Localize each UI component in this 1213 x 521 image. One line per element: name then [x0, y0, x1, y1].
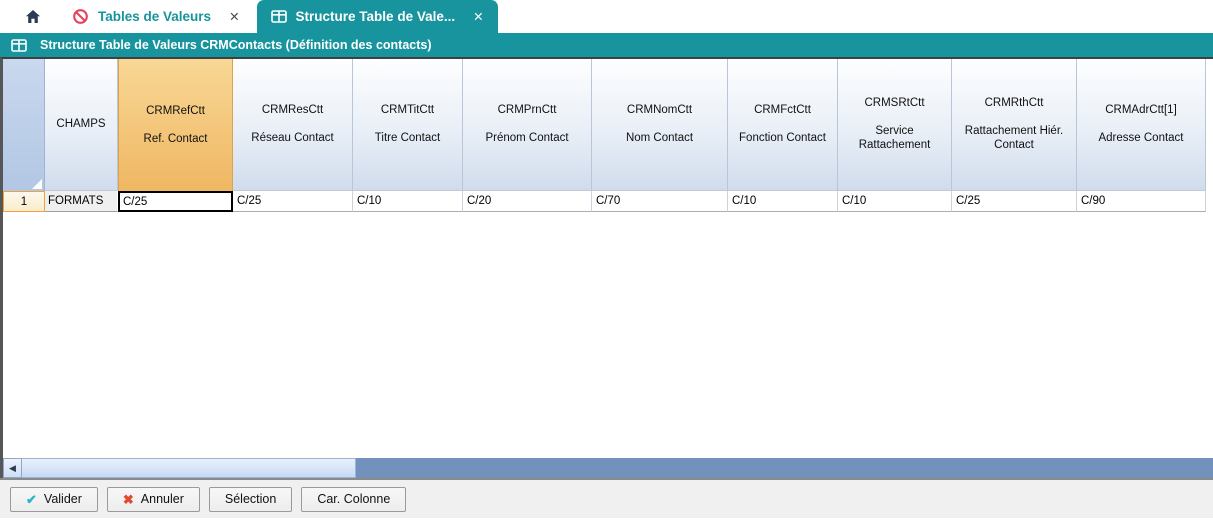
column-desc: Prénom Contact — [485, 132, 569, 144]
column-header-crmadrctt1[interactable]: CRMAdrCtt[1] Adresse Contact — [1077, 59, 1206, 191]
annuler-button[interactable]: ✖ Annuler — [106, 486, 200, 512]
format-cell-crmprnctt[interactable]: C/20 — [463, 191, 592, 212]
column-header-crmresctt[interactable]: CRMResCtt Réseau Contact — [233, 59, 353, 191]
tab-tables-de-valeurs[interactable]: Tables de Valeurs ✕ — [58, 0, 254, 33]
format-cell-crmrefctt[interactable]: C/25 — [118, 191, 233, 212]
column-name: CRMRefCtt — [146, 104, 205, 117]
column-name: CRMNomCtt — [626, 104, 693, 117]
column-desc: Titre Contact — [374, 132, 441, 144]
table-grid-icon — [270, 10, 287, 23]
column-header-crmrefctt[interactable]: CRMRefCtt Ref. Contact — [118, 59, 233, 191]
format-cell-crmsrtctt[interactable]: C/10 — [838, 191, 952, 212]
close-icon[interactable]: ✕ — [229, 10, 240, 24]
tab-structure-table[interactable]: Structure Table de Vale... ✕ — [256, 0, 498, 33]
corner-triangle-icon — [32, 179, 42, 189]
column-name: CRMResCtt — [261, 104, 324, 117]
column-name: CRMPrnCtt — [497, 104, 557, 117]
column-desc: Ref. Contact — [143, 132, 208, 145]
column-header-crmfctctt[interactable]: CRMFctCtt Fonction Contact — [728, 59, 838, 191]
column-desc: Fonction Contact — [739, 132, 826, 144]
column-name: CRMFctCtt — [754, 104, 811, 117]
row-number-cell[interactable]: 1 — [3, 191, 45, 212]
column-header-crmrthctt[interactable]: CRMRthCtt Rattachement Hiér. Contact — [952, 59, 1077, 191]
select-all-corner-cell[interactable] — [3, 59, 45, 191]
column-header-crmprnctt[interactable]: CRMPrnCtt Prénom Contact — [463, 59, 592, 191]
forbidden-icon — [72, 8, 89, 25]
column-desc: Adresse Contact — [1098, 132, 1184, 144]
column-header-crmnomctt[interactable]: CRMNomCtt Nom Contact — [592, 59, 728, 191]
scrollbar-thumb[interactable] — [22, 458, 356, 478]
selection-button[interactable]: Sélection — [208, 486, 293, 512]
valider-button[interactable]: ✔ Valider — [10, 486, 98, 512]
column-name: CRMAdrCtt[1] — [1105, 104, 1177, 117]
column-name: CRMRthCtt — [984, 96, 1044, 109]
button-label: Sélection — [224, 492, 277, 506]
table-header-row: CHAMPS CRMRefCtt Ref. Contact CRMResCtt … — [3, 59, 1213, 191]
row-label-cell[interactable]: FORMATS — [45, 191, 118, 212]
column-name: CRMTitCtt — [380, 104, 435, 117]
formats-row: 1 FORMATS C/25 C/25 C/10 C/20 C/70 C/10 … — [3, 191, 1213, 212]
format-cell-crmrthctt[interactable]: C/25 — [952, 191, 1077, 212]
column-header-crmtitctt[interactable]: CRMTitCtt Titre Contact — [353, 59, 463, 191]
page-title: Structure Table de Valeurs CRMContacts (… — [40, 38, 432, 52]
home-icon — [25, 9, 41, 24]
button-label: Car. Colonne — [317, 492, 391, 506]
cross-icon: ✖ — [122, 491, 134, 507]
table-structure-grid: CHAMPS CRMRefCtt Ref. Contact CRMResCtt … — [0, 57, 1213, 478]
column-name: CHAMPS — [56, 118, 106, 131]
car-colonne-button[interactable]: Car. Colonne — [301, 486, 407, 512]
tab-label: Tables de Valeurs — [98, 9, 212, 24]
column-header-crmsrtctt[interactable]: CRMSRtCtt Service Rattachement — [838, 59, 952, 191]
button-label: Valider — [43, 492, 82, 506]
close-icon[interactable]: ✕ — [473, 10, 484, 24]
tab-home[interactable] — [8, 0, 58, 33]
button-label: Annuler — [140, 492, 184, 506]
action-button-bar: ✔ Valider ✖ Annuler Sélection Car. Colon… — [0, 478, 1213, 518]
horizontal-scrollbar[interactable]: ◀ — [3, 458, 1213, 478]
column-name: CRMSRtCtt — [864, 96, 925, 109]
format-cell-crmfctctt[interactable]: C/10 — [728, 191, 838, 212]
format-cell-crmresctt[interactable]: C/25 — [233, 191, 353, 212]
format-cell-crmnomctt[interactable]: C/70 — [592, 191, 728, 212]
format-cell-crmtitctt[interactable]: C/10 — [353, 191, 463, 212]
column-desc: Nom Contact — [625, 132, 694, 144]
column-header-champs[interactable]: CHAMPS — [45, 59, 118, 191]
column-desc: Service Rattachement — [858, 124, 931, 152]
tab-bar: Tables de Valeurs ✕ Structure Table de V… — [0, 0, 1213, 33]
scroll-left-button[interactable]: ◀ — [3, 458, 22, 478]
window-title-bar: Structure Table de Valeurs CRMContacts (… — [0, 33, 1213, 57]
table-grid-icon — [11, 38, 27, 52]
tab-label: Structure Table de Vale... — [295, 9, 456, 24]
format-cell-crmadrctt1[interactable]: C/90 — [1077, 191, 1206, 212]
check-icon: ✔ — [26, 491, 37, 507]
empty-grid-area — [3, 212, 1213, 458]
column-desc: Réseau Contact — [251, 132, 334, 144]
column-desc: Rattachement Hiér. Contact — [964, 124, 1064, 152]
scroll-left-arrow-icon: ◀ — [9, 462, 16, 473]
